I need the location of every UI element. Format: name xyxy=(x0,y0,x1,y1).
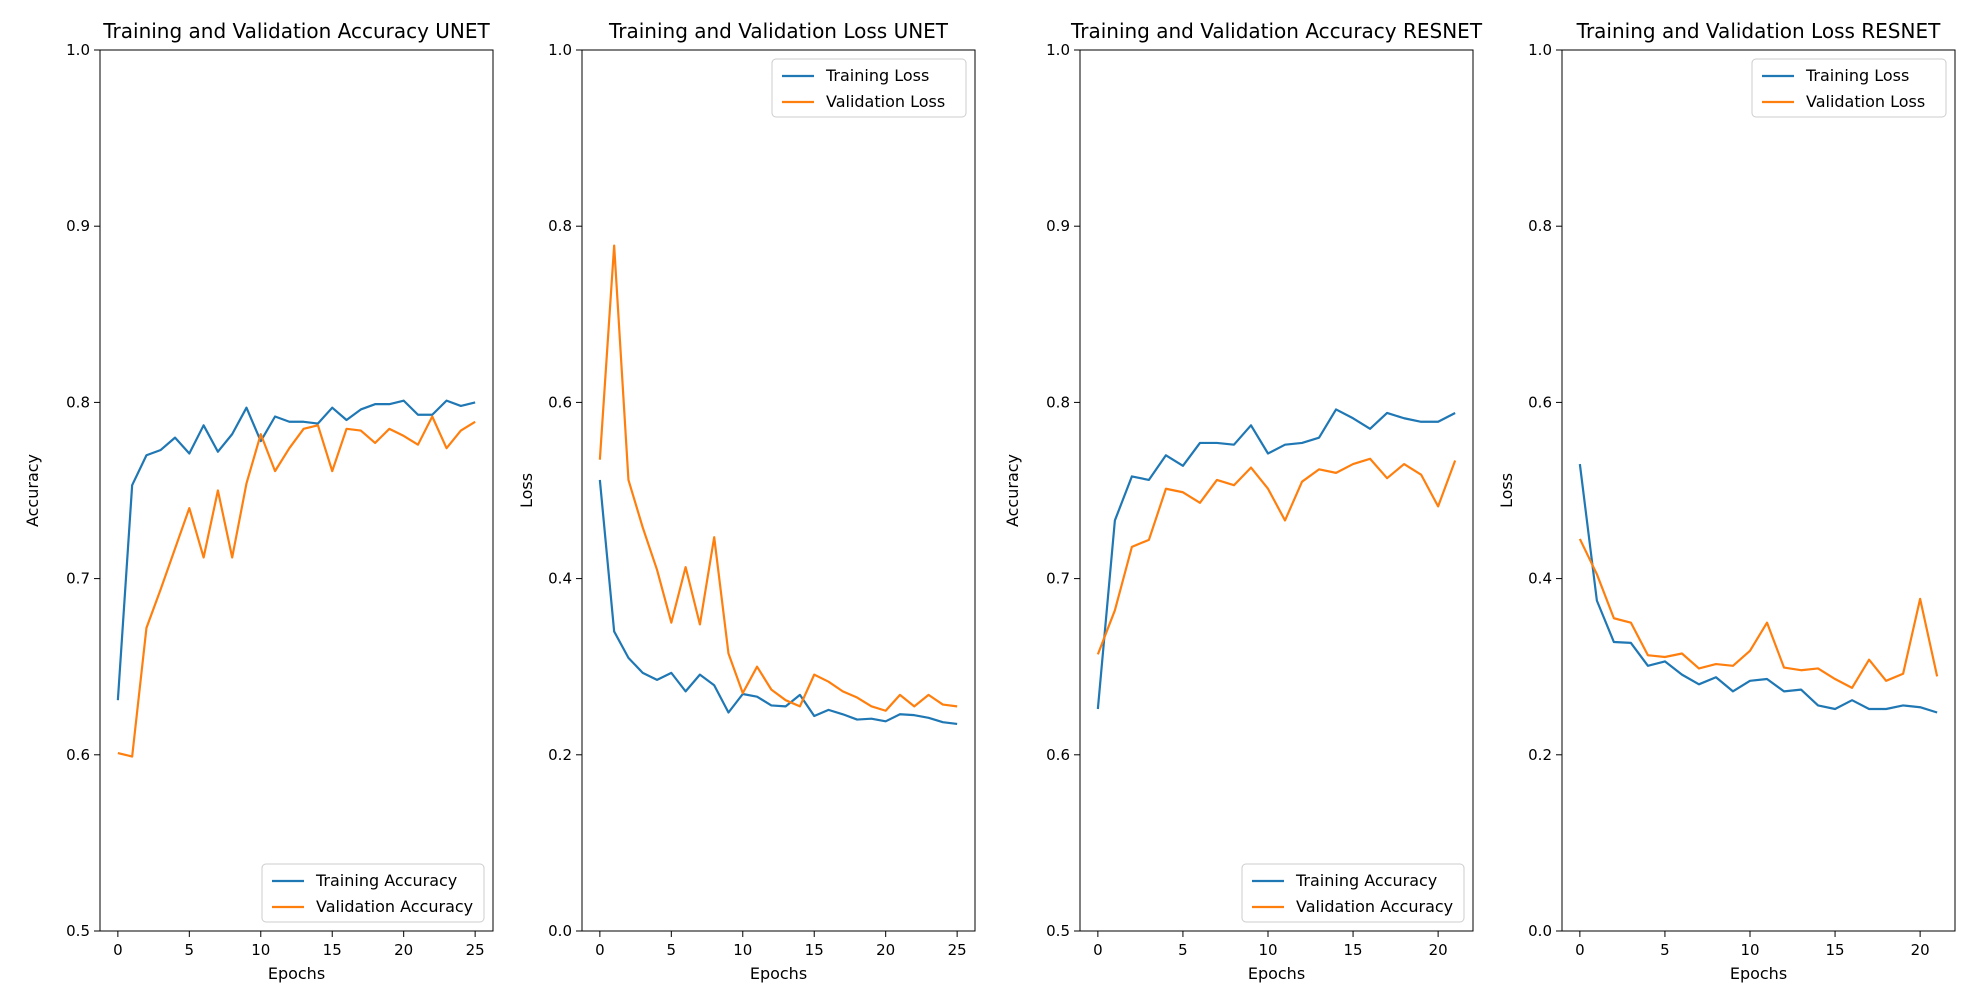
x-tick-label: 15 xyxy=(323,941,342,959)
legend: Training Loss Validation Loss xyxy=(771,58,967,118)
y-tick-label: 1.0 xyxy=(1528,41,1552,59)
y-tick-label: 0.6 xyxy=(548,393,572,411)
x-tick-label: 5 xyxy=(1178,941,1188,959)
y-tick-label: 1.0 xyxy=(66,41,90,59)
legend-entry: Validation Loss xyxy=(1806,92,1925,111)
y-tick-label: 0.8 xyxy=(1046,393,1070,411)
y-tick-label: 0.9 xyxy=(66,217,90,235)
y-tick-label: 0.0 xyxy=(548,922,572,940)
x-axis-label: Epochs xyxy=(268,964,325,983)
series-line-training-accuracy xyxy=(1096,408,1456,710)
y-tick-label: 0.6 xyxy=(66,746,90,764)
y-tick-label: 0.7 xyxy=(1046,570,1070,588)
x-tick-label: 0 xyxy=(113,941,123,959)
legend-entry: Training Loss xyxy=(1805,66,1909,85)
y-tick-label: 0.2 xyxy=(1528,746,1552,764)
x-tick-label: 0 xyxy=(595,941,605,959)
x-tick-label: 25 xyxy=(948,941,967,959)
x-tick-label: 5 xyxy=(185,941,195,959)
x-tick-label: 15 xyxy=(1344,941,1363,959)
x-axis-label: Epochs xyxy=(1248,964,1305,983)
y-tick-label: 0.5 xyxy=(66,922,90,940)
y-axis-label: Loss xyxy=(1497,473,1516,508)
x-tick-label: 5 xyxy=(667,941,677,959)
legend: Training Loss Validation Loss xyxy=(1751,58,1947,118)
legend-box xyxy=(1751,58,1947,118)
legend: Training Accuracy Validation Accuracy xyxy=(1241,863,1465,923)
y-tick-label: 1.0 xyxy=(1046,41,1070,59)
plot-frame xyxy=(1561,49,1956,932)
chart-title: Training and Validation Loss UNET xyxy=(608,19,949,43)
series-line-training-accuracy xyxy=(116,399,476,701)
chart-title: Training and Validation Loss RESNET xyxy=(1576,19,1941,43)
x-tick-label: 20 xyxy=(1429,941,1448,959)
series-line-validation-accuracy xyxy=(1096,457,1457,655)
legend-entry: Training Accuracy xyxy=(1295,871,1437,890)
y-axis-label: Accuracy xyxy=(23,454,42,527)
legend: Training Accuracy Validation Accuracy xyxy=(261,863,485,923)
y-tick-label: 0.8 xyxy=(66,393,90,411)
y-tick-label: 0.9 xyxy=(1046,217,1070,235)
series-line-validation-accuracy xyxy=(117,415,476,758)
x-tick-label: 5 xyxy=(1660,941,1670,959)
x-tick-label: 10 xyxy=(1258,941,1277,959)
x-axis-label: Epochs xyxy=(750,964,807,983)
y-tick-label: 0.4 xyxy=(548,570,572,588)
x-tick-label: 20 xyxy=(1911,941,1930,959)
x-tick-label: 10 xyxy=(251,941,270,959)
series-line-validation-loss xyxy=(598,244,958,712)
x-tick-label: 25 xyxy=(466,941,485,959)
chart-title: Training and Validation Accuracy RESNET xyxy=(1070,19,1483,43)
y-tick-label: 0.6 xyxy=(1528,393,1552,411)
x-tick-label: 10 xyxy=(733,941,752,959)
x-tick-label: 0 xyxy=(1575,941,1585,959)
chart-panel-4: Training and Validation Loss RESNET 0 5 10 1… xyxy=(1497,19,1956,983)
series-line-training-loss xyxy=(1578,463,1938,714)
plot-frame xyxy=(99,49,494,932)
y-axis-label: Accuracy xyxy=(1003,454,1022,527)
legend-box xyxy=(261,863,485,923)
plot-frame xyxy=(1079,49,1474,932)
x-tick-label: 20 xyxy=(394,941,413,959)
legend-box xyxy=(1241,863,1465,923)
y-tick-label: 0.8 xyxy=(548,217,572,235)
x-tick-label: 10 xyxy=(1740,941,1759,959)
legend-entry: Validation Accuracy xyxy=(1296,897,1453,916)
y-tick-label: 0.4 xyxy=(1528,570,1552,588)
x-tick-label: 15 xyxy=(805,941,824,959)
x-tick-label: 15 xyxy=(1826,941,1845,959)
y-tick-label: 1.0 xyxy=(548,41,572,59)
x-tick-label: 20 xyxy=(876,941,895,959)
plot-frame xyxy=(581,49,976,932)
y-axis-label: Loss xyxy=(517,473,536,508)
legend-entry: Validation Accuracy xyxy=(316,897,473,916)
y-tick-label: 0.7 xyxy=(66,570,90,588)
series-line-training-loss xyxy=(598,479,958,726)
y-tick-label: 0.0 xyxy=(1528,922,1552,940)
chart-panel-1: Training and Validation Accuracy UNET 0 5 1… xyxy=(23,19,494,983)
x-tick-label: 0 xyxy=(1093,941,1103,959)
y-tick-label: 0.8 xyxy=(1528,217,1552,235)
x-axis-label: Epochs xyxy=(1730,964,1787,983)
y-tick-label: 0.2 xyxy=(548,746,572,764)
y-tick-label: 0.6 xyxy=(1046,746,1070,764)
legend-entry: Training Accuracy xyxy=(315,871,457,890)
chart-title: Training and Validation Accuracy UNET xyxy=(102,19,490,43)
chart-panel-3: Training and Validation Accuracy RESNET 0… xyxy=(1003,19,1483,983)
y-tick-label: 0.5 xyxy=(1046,922,1070,940)
legend-entry: Training Loss xyxy=(825,66,929,85)
legend-entry: Validation Loss xyxy=(826,92,945,111)
chart-panel-2: Training and Validation Loss UNET 0 5 10 15 2… xyxy=(517,19,976,983)
series-line-validation-loss xyxy=(1578,538,1939,689)
legend-box xyxy=(771,58,967,118)
